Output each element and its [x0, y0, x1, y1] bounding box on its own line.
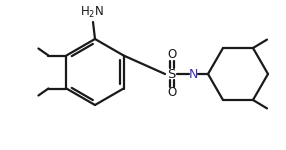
- Text: S: S: [167, 68, 175, 81]
- Text: O: O: [167, 48, 177, 62]
- Text: O: O: [167, 87, 177, 99]
- Text: N: N: [188, 68, 198, 81]
- Text: H$_2$N: H$_2$N: [80, 5, 104, 20]
